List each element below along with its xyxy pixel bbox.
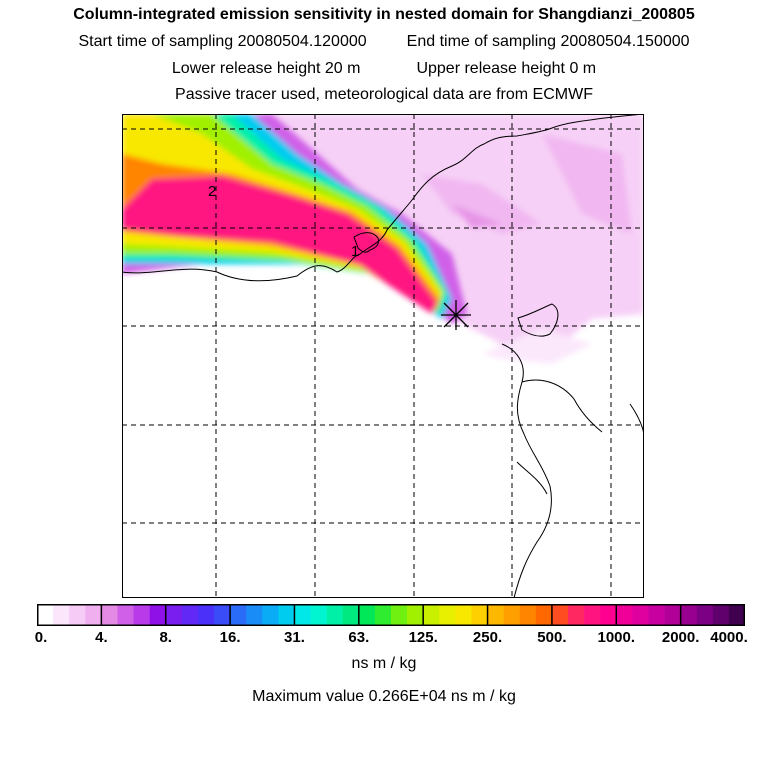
colorbar-swatch — [246, 604, 263, 626]
colorbar-swatch — [342, 604, 360, 626]
colorbar-swatch — [262, 604, 279, 626]
maximum-value-label: Maximum value 0.266E+04 ns m / kg — [252, 688, 516, 705]
colorbar-swatch — [519, 604, 537, 626]
colorbar-swatch — [278, 604, 295, 626]
colorbar-swatch — [423, 604, 440, 626]
map-panel: 2 1 — [122, 114, 644, 598]
colorbar-swatch — [310, 604, 327, 626]
colorbar-swatch — [551, 604, 569, 626]
graticule — [122, 114, 644, 598]
colorbar-swatch — [294, 604, 311, 626]
colorbar-swatch — [326, 604, 344, 626]
colorbar-tick-label: 63. — [348, 629, 370, 646]
colorbar-swatch — [487, 604, 504, 626]
trajectory-label-2: 2 — [208, 183, 216, 200]
tracer-note: Passive tracer used, meteorological data… — [175, 86, 593, 103]
colorbar-swatch — [696, 604, 714, 626]
end-time-label: End time of sampling 20080504.150000 — [406, 33, 690, 50]
colorbar-swatch — [181, 604, 199, 626]
colorbar-swatch — [632, 604, 649, 626]
colorbar-swatch — [455, 604, 472, 626]
colorbar-swatch — [503, 604, 521, 626]
colorbar-swatch — [664, 604, 681, 626]
colorbar-tick-label: 1000. — [597, 629, 636, 646]
colorbar-tick-label: 2000. — [661, 629, 700, 646]
colorbar-swatch — [712, 604, 730, 626]
colorbar-swatch — [439, 604, 456, 626]
colorbar-swatch — [214, 604, 231, 626]
colorbar-units: ns m / kg — [351, 655, 417, 672]
colorbar-tick-label: 4000. — [710, 629, 748, 646]
emission-sensitivity-plume — [122, 114, 467, 324]
colorbar-swatch — [117, 604, 134, 626]
colorbar-swatch — [133, 604, 150, 626]
colorbar-frame — [37, 604, 745, 626]
colorbar-swatch — [680, 604, 698, 626]
colorbar-swatch — [600, 604, 617, 626]
plot-title: Column-integrated emission sensitivity i… — [73, 6, 695, 23]
colorbar-swatch — [230, 604, 247, 626]
colorbar-swatch — [53, 604, 70, 626]
colorbar-tick-label: 250. — [472, 629, 503, 646]
colorbar-swatch — [391, 604, 408, 626]
colorbar-tick-label: 125. — [408, 629, 438, 646]
colorbar-swatch — [149, 604, 167, 626]
lower-release-height-label: Lower release height 20 m — [171, 60, 361, 77]
release-heights: Lower release height 20 m Upper release h… — [0, 60, 768, 78]
colorbar-swatch — [471, 604, 488, 626]
colorbar-swatch — [197, 604, 215, 626]
start-time-label: Start time of sampling 20080504.120000 — [78, 33, 367, 50]
trajectory-label-1: 1 — [351, 243, 359, 260]
colorbar-swatch — [407, 604, 424, 626]
colorbar-swatch — [728, 604, 745, 626]
colorbar-swatch — [616, 604, 633, 626]
star-marker-icon — [441, 300, 471, 330]
colorbar-tick-label: 4. — [95, 629, 108, 646]
colorbar-tick-label: 500. — [537, 629, 567, 646]
coastlines — [122, 114, 644, 598]
colorbar-swatch — [374, 604, 392, 626]
map-frame — [122, 114, 644, 598]
colorbar-swatch — [85, 604, 102, 626]
colorbar-swatch — [648, 604, 665, 626]
sampling-times: Start time of sampling 20080504.120000 En… — [0, 33, 768, 51]
colorbar-swatch — [165, 604, 183, 626]
colorbar-swatch — [69, 604, 86, 626]
colorbar — [37, 604, 745, 626]
colorbar-tick-labels: 0. 4. 8. 16. 31. 63. 125. 250. 500. 1000. 2000. 400… — [0, 629, 768, 649]
colorbar-tick-label: 31. — [284, 629, 305, 646]
colorbar-tick-label: 16. — [219, 629, 241, 646]
colorbar-swatch — [37, 604, 54, 626]
colorbar-swatch — [358, 604, 376, 626]
colorbar-swatch — [584, 604, 601, 626]
colorbar-tick-label: 0. — [34, 629, 48, 646]
colorbar-swatch — [535, 604, 553, 626]
colorbar-tick-label: 8. — [159, 629, 172, 646]
upper-release-height-label: Upper release height 0 m — [416, 60, 597, 77]
colorbar-swatch — [568, 604, 585, 626]
sensitivity-background — [262, 114, 644, 364]
colorbar-swatch — [101, 604, 118, 626]
